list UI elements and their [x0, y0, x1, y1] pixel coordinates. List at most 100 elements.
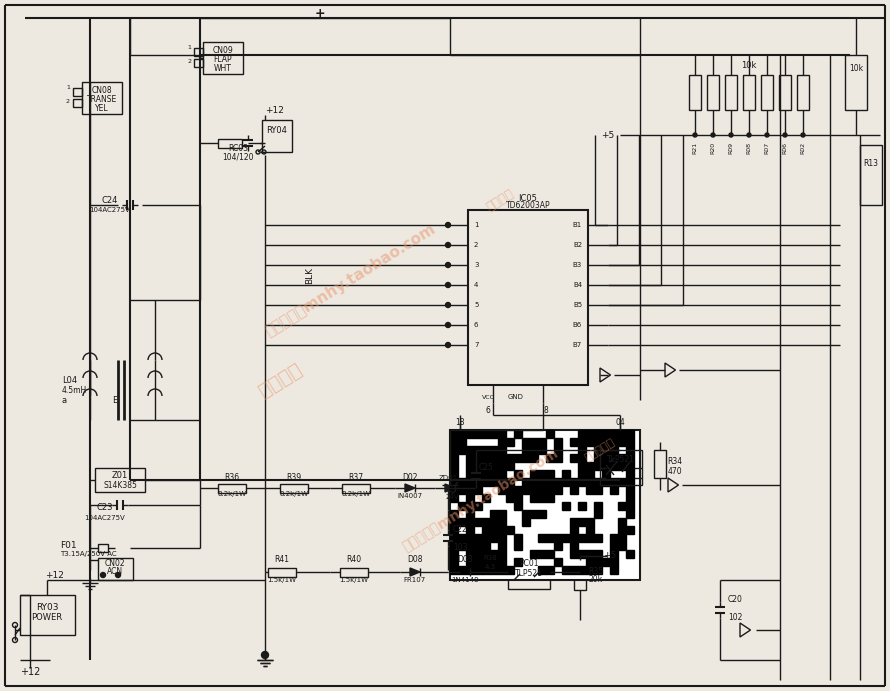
Bar [474, 502, 481, 509]
Text: 7: 7 [474, 342, 479, 348]
Bar [482, 550, 490, 558]
Bar [194, 48, 203, 56]
Bar [594, 558, 602, 565]
Polygon shape [445, 484, 455, 492]
Text: RC03: RC03 [228, 144, 248, 153]
Bar [626, 550, 634, 558]
Bar [268, 568, 296, 577]
Text: 6: 6 [486, 406, 490, 415]
Bar [570, 486, 578, 493]
Text: FR107: FR107 [404, 577, 426, 583]
Text: R20: R20 [710, 142, 716, 154]
Bar [482, 470, 490, 477]
Bar [468, 210, 588, 385]
Text: IN4007: IN4007 [398, 493, 423, 499]
Bar [498, 566, 506, 574]
Text: 6: 6 [474, 322, 479, 328]
Bar [626, 470, 634, 477]
Bar [498, 550, 506, 558]
Bar [586, 438, 594, 446]
Text: +5: +5 [603, 551, 617, 560]
Bar [506, 566, 514, 574]
Bar [466, 550, 473, 558]
Bar [194, 59, 203, 67]
Bar [450, 478, 457, 486]
Bar [538, 438, 546, 446]
Text: 2: 2 [187, 59, 191, 64]
Bar [482, 542, 490, 549]
Bar [482, 534, 490, 542]
Text: +12: +12 [45, 571, 64, 580]
Circle shape [446, 343, 450, 348]
Bar [610, 446, 618, 453]
Text: 2: 2 [474, 242, 479, 248]
Text: CN08: CN08 [92, 86, 112, 95]
Bar [342, 484, 370, 493]
Bar [554, 454, 562, 462]
Bar [490, 534, 498, 542]
Bar [562, 470, 570, 477]
Bar [490, 550, 498, 558]
Circle shape [693, 133, 697, 137]
Circle shape [765, 133, 769, 137]
Bar [466, 478, 473, 486]
Bar [578, 438, 586, 446]
Bar [626, 446, 634, 453]
Text: R21: R21 [692, 142, 698, 154]
Bar [514, 430, 522, 437]
Bar [218, 484, 246, 493]
Bar [450, 430, 457, 437]
Bar [538, 470, 546, 477]
Bar [578, 430, 586, 437]
Text: Z01: Z01 [112, 471, 128, 480]
Bar [506, 526, 514, 533]
Bar [610, 454, 618, 462]
Bar [530, 494, 538, 502]
Bar [498, 454, 506, 462]
Bar [578, 566, 586, 574]
Bar [602, 462, 610, 469]
Bar [514, 454, 522, 462]
Bar [586, 558, 594, 565]
Circle shape [446, 243, 450, 247]
Bar [466, 566, 473, 574]
Bar [530, 470, 538, 477]
Bar [498, 510, 506, 518]
Bar [594, 454, 602, 462]
Bar [586, 430, 594, 437]
Text: BLK: BLK [305, 267, 314, 283]
Bar [546, 534, 554, 542]
Bar [458, 534, 465, 542]
Bar [474, 470, 481, 477]
Bar [466, 526, 473, 533]
Bar [610, 438, 618, 446]
Text: a: a [62, 395, 67, 404]
Bar [474, 542, 481, 549]
Text: R07: R07 [765, 142, 770, 154]
Bar [578, 478, 586, 486]
Text: R41: R41 [274, 556, 289, 565]
Text: C24: C24 [101, 196, 118, 205]
Text: 恒润智库: 恒润智库 [255, 359, 305, 401]
Bar [458, 438, 465, 446]
Bar [450, 566, 457, 574]
Bar [743, 75, 755, 110]
Text: B1: B1 [573, 222, 582, 228]
Text: R40: R40 [346, 556, 361, 565]
Text: 104AC275V: 104AC275V [90, 207, 130, 213]
Bar [498, 478, 506, 486]
Bar [498, 534, 506, 542]
Bar [610, 478, 618, 486]
Bar [586, 550, 594, 558]
Bar [450, 470, 457, 477]
Bar [554, 558, 562, 565]
Text: R34: R34 [668, 457, 683, 466]
Text: B6: B6 [573, 322, 582, 328]
Bar [530, 486, 538, 493]
Bar [618, 478, 626, 486]
Bar [578, 534, 586, 542]
Text: 5: 5 [474, 302, 479, 308]
Text: VCC: VCC [481, 395, 495, 399]
Bar [689, 75, 701, 110]
Bar [490, 510, 498, 518]
